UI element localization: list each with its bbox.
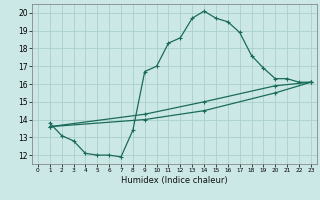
X-axis label: Humidex (Indice chaleur): Humidex (Indice chaleur) [121, 176, 228, 185]
